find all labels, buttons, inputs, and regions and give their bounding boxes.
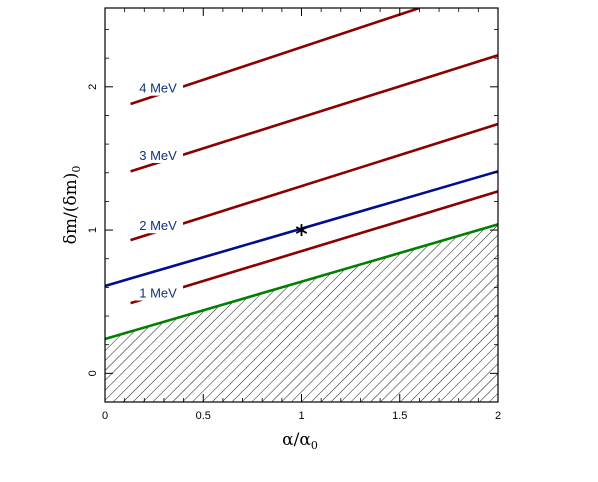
series-label-1: 2 MeV xyxy=(139,218,177,233)
x-tick-label-0: 0 xyxy=(102,410,108,422)
series-labels: 1 MeV 2 MeV 3 MeV 4 MeV xyxy=(133,79,184,301)
series-line-1 xyxy=(130,122,498,242)
excluded-region xyxy=(105,224,498,402)
series-line-2 xyxy=(130,54,498,173)
x-tick-label-1: 0.5 xyxy=(196,410,211,422)
series-label-2: 3 MeV xyxy=(139,148,177,163)
series-label-0: 1 MeV xyxy=(139,286,177,301)
y-tick-label-1: 1 xyxy=(87,227,99,233)
axes: 0 0.5 1 1.5 2 0 1 2 xyxy=(87,8,501,422)
x-tick-label-2: 1 xyxy=(298,410,304,422)
series-label-bg-2 xyxy=(133,147,184,164)
series-label-3: 4 MeV xyxy=(139,81,177,96)
series-label-bg-3 xyxy=(133,79,184,96)
y-axis-title: δm/(δm)0 xyxy=(61,166,83,245)
series-line-0 xyxy=(130,190,498,305)
reference-point-marker xyxy=(295,224,308,237)
series-label-bg-0 xyxy=(133,284,184,301)
x-tick-label-4: 2 xyxy=(495,410,501,422)
series-label-bg-1 xyxy=(133,217,184,234)
y-tick-label-2: 2 xyxy=(87,84,99,90)
x-tick-label-3: 1.5 xyxy=(392,410,407,422)
y-tick-label-0: 0 xyxy=(87,370,99,376)
series-line-5 xyxy=(105,223,498,341)
plot-area xyxy=(105,8,498,402)
x-axis-title: α/α0 xyxy=(282,430,318,452)
